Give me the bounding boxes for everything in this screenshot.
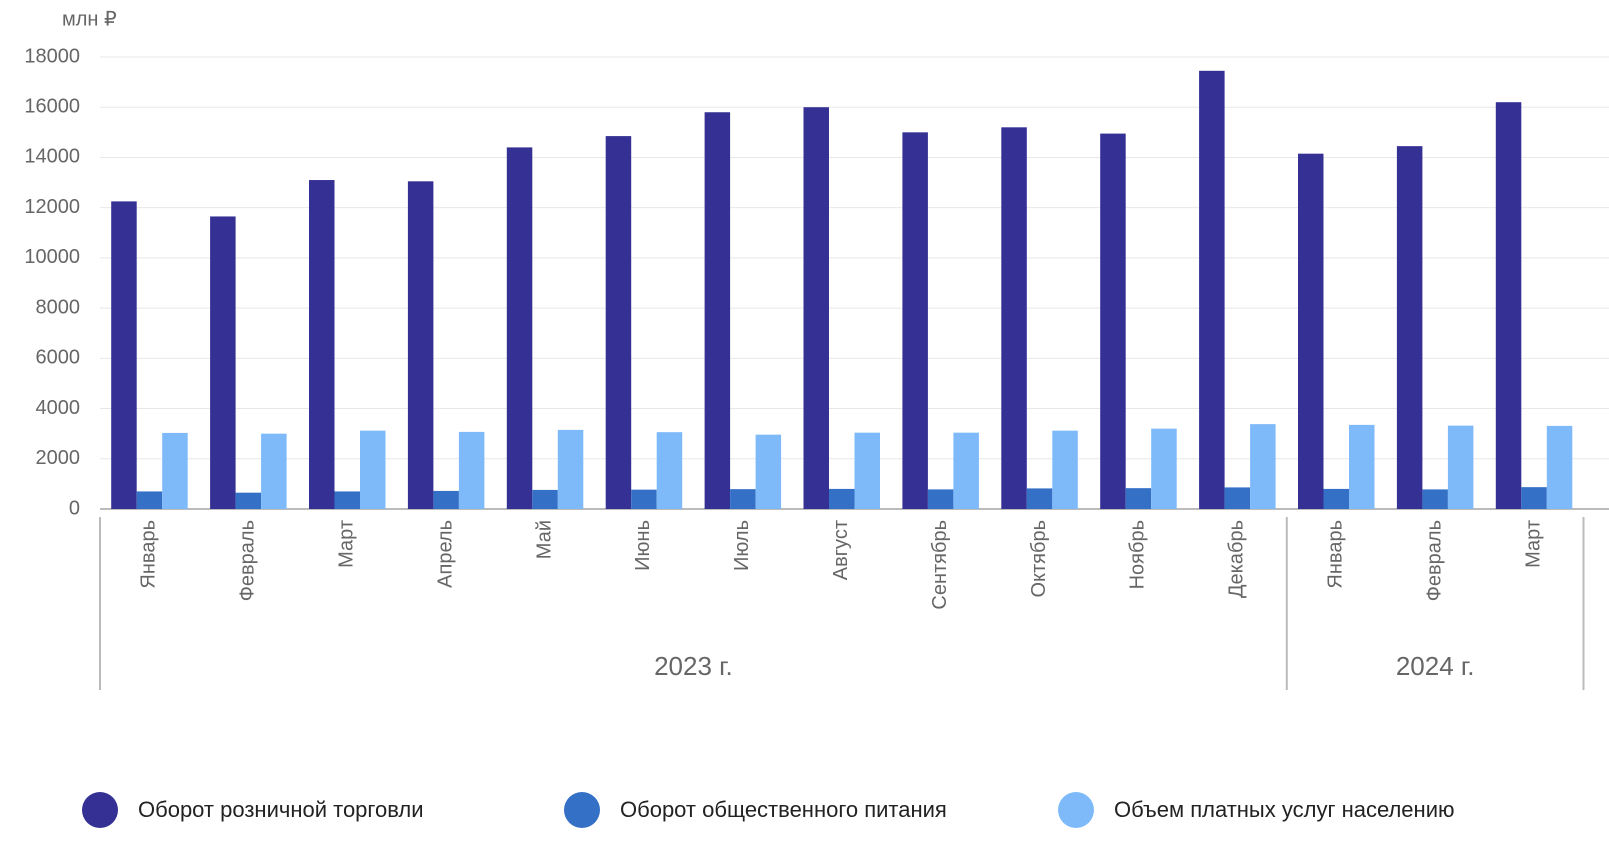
bar bbox=[506, 147, 533, 509]
bar bbox=[1521, 487, 1547, 509]
bar bbox=[1495, 102, 1522, 509]
bar bbox=[433, 490, 459, 509]
bar bbox=[605, 136, 632, 509]
bar bbox=[803, 107, 829, 509]
bar bbox=[730, 489, 756, 509]
bar bbox=[1224, 487, 1251, 509]
x-tick-label: Март bbox=[336, 520, 358, 568]
x-tick-label: Декабрь bbox=[1226, 520, 1248, 598]
bar bbox=[210, 216, 236, 509]
bar bbox=[235, 492, 262, 509]
y-tick-label: 18000 bbox=[24, 45, 80, 67]
bar bbox=[1001, 127, 1027, 510]
bar bbox=[1323, 488, 1349, 509]
bar bbox=[1199, 70, 1225, 510]
bar bbox=[1026, 488, 1053, 509]
y-axis-label: млн ₽ bbox=[62, 8, 117, 30]
x-tick-label: Август bbox=[830, 520, 852, 580]
bar bbox=[136, 491, 163, 509]
x-tick-label: Февраль bbox=[1423, 520, 1445, 601]
x-tick-label: Октябрь bbox=[1028, 520, 1050, 598]
y-tick-label: 16000 bbox=[24, 96, 80, 118]
bar bbox=[1125, 488, 1152, 509]
bar bbox=[1298, 153, 1324, 509]
bar bbox=[1052, 430, 1078, 509]
x-tick-label: Апрель bbox=[434, 520, 456, 588]
bar bbox=[1349, 424, 1375, 509]
y-tick-label: 4000 bbox=[36, 397, 81, 419]
x-tick-label: Июнь bbox=[632, 520, 654, 571]
legend-label: Оборот общественного питания bbox=[620, 797, 947, 822]
bar bbox=[458, 431, 485, 509]
bar bbox=[557, 429, 584, 509]
x-tick-label: Май bbox=[533, 520, 555, 559]
legend-label: Оборот розничной торговли bbox=[138, 797, 424, 822]
bar bbox=[1422, 489, 1448, 509]
bar bbox=[162, 432, 188, 509]
y-tick-label: 10000 bbox=[24, 246, 80, 268]
bar bbox=[953, 432, 979, 509]
bar bbox=[309, 180, 335, 510]
y-tick-label: 12000 bbox=[24, 196, 80, 218]
bar bbox=[755, 434, 782, 509]
bar bbox=[532, 489, 558, 509]
x-tick-label: Январь bbox=[138, 520, 160, 589]
bar bbox=[407, 181, 434, 510]
bar bbox=[111, 201, 137, 509]
x-tick-label: Июль bbox=[731, 520, 753, 571]
group-label: 2024 г. bbox=[1396, 651, 1475, 681]
bar bbox=[261, 433, 287, 509]
bar bbox=[334, 491, 360, 509]
bar bbox=[1396, 146, 1423, 509]
bar bbox=[1250, 424, 1276, 509]
y-tick-label: 14000 bbox=[24, 146, 80, 168]
x-tick-label: Ноябрь bbox=[1127, 520, 1149, 589]
bar bbox=[1546, 425, 1573, 509]
y-tick-label: 8000 bbox=[36, 296, 81, 318]
bar bbox=[704, 112, 731, 509]
bar bbox=[656, 432, 683, 509]
bar bbox=[902, 132, 928, 510]
bar bbox=[1151, 428, 1177, 509]
x-tick-label: Февраль bbox=[237, 520, 259, 601]
legend-marker bbox=[82, 792, 118, 828]
bar bbox=[631, 489, 657, 509]
bar bbox=[360, 430, 386, 509]
y-tick-label: 0 bbox=[69, 497, 80, 519]
x-tick-label: Сентябрь bbox=[929, 520, 951, 610]
legend-marker bbox=[564, 792, 600, 828]
x-tick-label: Январь bbox=[1325, 520, 1347, 589]
bar bbox=[1100, 133, 1126, 510]
bar bbox=[927, 489, 954, 509]
legend-marker bbox=[1058, 792, 1094, 828]
legend-label: Объем платных услуг населению bbox=[1114, 797, 1454, 822]
x-tick-label: Март bbox=[1522, 520, 1544, 568]
bar bbox=[829, 488, 855, 509]
bar bbox=[854, 432, 880, 509]
y-tick-label: 6000 bbox=[36, 347, 81, 369]
bar bbox=[1447, 425, 1474, 509]
group-label: 2023 г. bbox=[654, 651, 733, 681]
y-tick-label: 2000 bbox=[36, 447, 81, 469]
